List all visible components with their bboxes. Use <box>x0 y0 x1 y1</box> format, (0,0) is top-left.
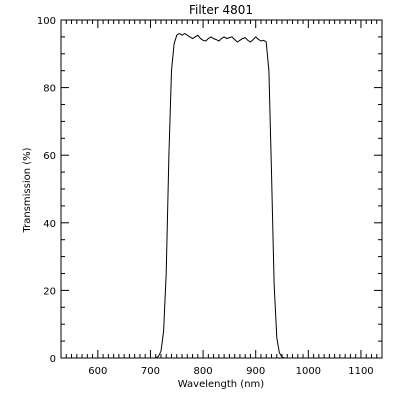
x-axis-title: Wavelength (nm) <box>178 379 264 390</box>
text-layer: Filter 4801 Wavelength (nm) Transmission… <box>22 3 264 390</box>
x-tick-label: 1000 <box>296 366 321 377</box>
y-tick-label: 80 <box>43 84 56 95</box>
transmission-curve <box>150 33 288 359</box>
y-tick-label: 20 <box>43 286 56 297</box>
axes: 600 700 800 900 1000 1100 0 20 40 60 80 100 <box>37 16 383 377</box>
x-tick-label: 1100 <box>348 366 373 377</box>
series-layer <box>150 33 288 359</box>
y-axis-title: Transmission (%) <box>22 147 33 233</box>
y-tick-label: 40 <box>43 219 56 230</box>
y-tick-label: 60 <box>43 151 56 162</box>
x-tick-label: 600 <box>88 366 107 377</box>
chart-title: Filter 4801 <box>189 3 253 17</box>
x-tick-label: 800 <box>194 366 213 377</box>
y-tick-label: 0 <box>50 354 56 365</box>
y-tick-label: 100 <box>37 16 56 27</box>
plot-frame <box>60 19 383 359</box>
x-tick-label: 900 <box>246 366 265 377</box>
x-tick-label: 700 <box>141 366 160 377</box>
